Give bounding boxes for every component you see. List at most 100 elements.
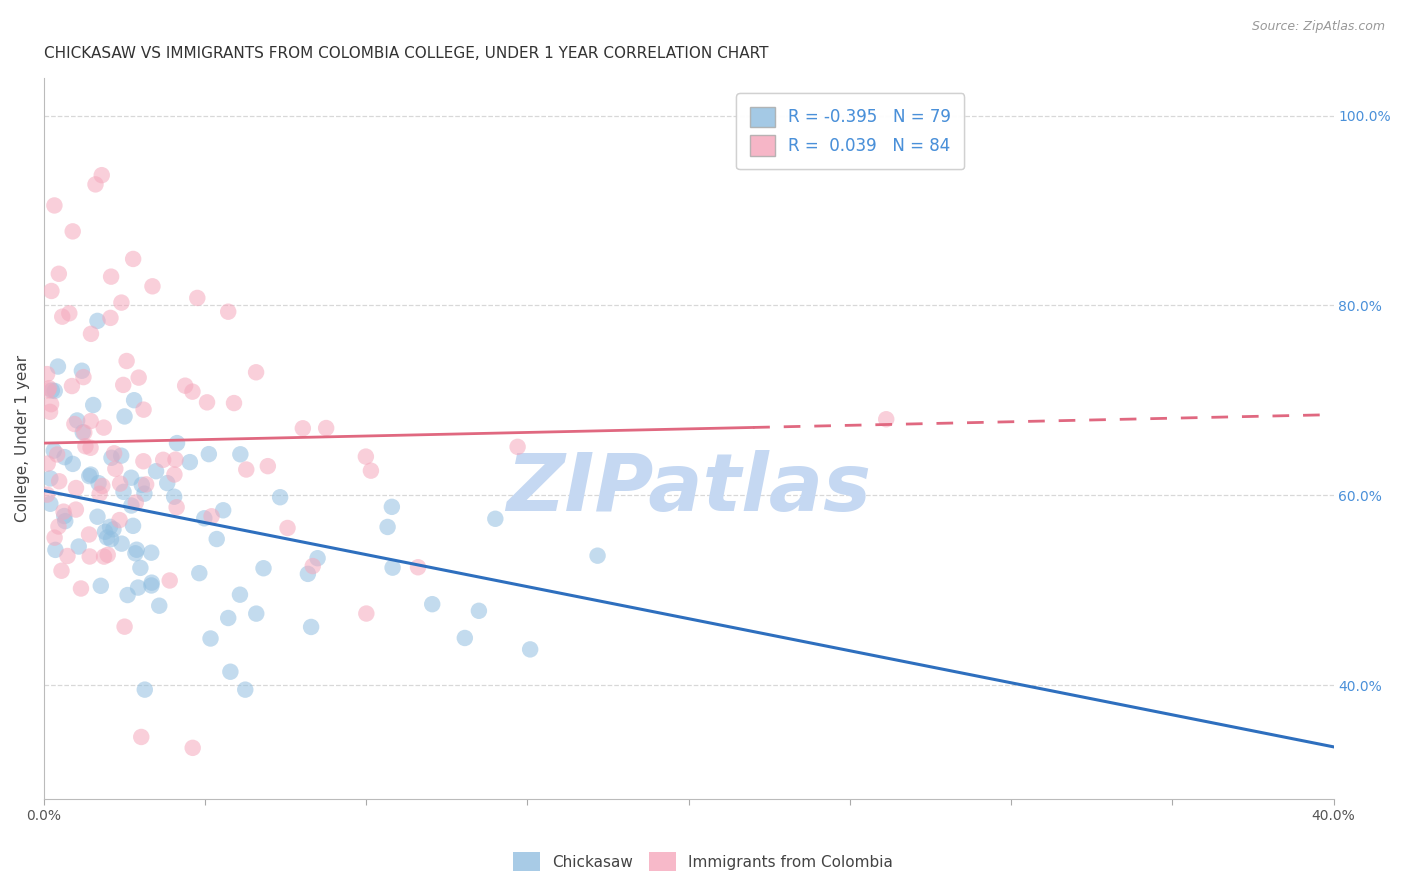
Point [420, 597, 443, 611]
Point [307, 551, 329, 566]
Point [122, 393, 145, 408]
Point [377, 520, 399, 534]
Point [39, 497, 62, 511]
Point [37, 367, 59, 381]
Point [100, 450, 122, 465]
Point [93, 420, 115, 434]
Point [127, 581, 149, 595]
Point [519, 642, 541, 657]
Point [46, 359, 69, 374]
Point [110, 295, 132, 310]
Point [79, 549, 101, 564]
Point [86, 314, 108, 328]
Point [301, 559, 323, 574]
Point [129, 730, 152, 744]
Point [166, 436, 188, 450]
Point [77, 527, 100, 541]
Point [233, 682, 256, 697]
Point [277, 521, 299, 535]
Point [100, 532, 122, 546]
Point [125, 495, 148, 509]
Point [66, 413, 89, 427]
Point [75, 439, 97, 453]
Legend: Chickasaw, Immigrants from Colombia: Chickasaw, Immigrants from Colombia [506, 847, 900, 877]
Point [93, 549, 115, 564]
Point [39, 471, 62, 485]
Point [174, 378, 197, 392]
Point [129, 561, 152, 575]
Point [124, 546, 146, 560]
Point [103, 446, 125, 460]
Point [163, 467, 186, 482]
Point [60, 379, 83, 393]
Point [205, 532, 228, 546]
Point [103, 522, 125, 536]
Point [354, 450, 377, 464]
Point [84, 178, 107, 192]
Point [100, 310, 122, 325]
Point [80, 467, 103, 482]
Point [46, 448, 69, 462]
Point [48, 519, 70, 533]
Point [159, 574, 181, 588]
Point [94, 524, 117, 539]
Point [39, 405, 62, 419]
Point [125, 542, 148, 557]
Point [56, 549, 79, 563]
Point [62, 457, 84, 471]
Point [72, 370, 94, 384]
Point [65, 481, 87, 495]
Point [70, 364, 93, 378]
Point [48, 267, 70, 281]
Point [89, 487, 111, 501]
Point [141, 546, 163, 560]
Point [91, 479, 114, 493]
Point [132, 402, 155, 417]
Point [38, 381, 60, 395]
Point [132, 454, 155, 468]
Point [256, 459, 278, 474]
Point [181, 740, 204, 755]
Point [39, 397, 62, 411]
Point [115, 354, 138, 368]
Point [235, 462, 257, 476]
Point [117, 588, 139, 602]
Point [484, 512, 506, 526]
Point [111, 536, 134, 550]
Text: CHICKASAW VS IMMIGRANTS FROM COLOMBIA COLLEGE, UNDER 1 YEAR CORRELATION CHART: CHICKASAW VS IMMIGRANTS FROM COLOMBIA CO… [44, 46, 769, 62]
Point [356, 607, 378, 621]
Point [73, 425, 96, 440]
Point [128, 370, 150, 384]
Point [86, 509, 108, 524]
Point [63, 417, 86, 431]
Legend: R = -0.395   N = 79, R =  0.039   N = 84: R = -0.395 N = 79, R = 0.039 N = 84 [737, 93, 965, 169]
Point [134, 682, 156, 697]
Point [44, 384, 66, 398]
Point [51, 564, 73, 578]
Point [122, 519, 145, 533]
Point [131, 478, 153, 492]
Y-axis label: College, Under 1 year: College, Under 1 year [15, 355, 30, 522]
Point [41, 384, 63, 398]
Point [70, 582, 93, 596]
Point [67, 540, 90, 554]
Point [100, 269, 122, 284]
Point [156, 476, 179, 491]
Point [120, 499, 142, 513]
Point [381, 560, 404, 574]
Point [222, 396, 245, 410]
Point [53, 514, 76, 528]
Point [87, 476, 110, 491]
Point [72, 425, 94, 440]
Point [96, 531, 118, 545]
Point [468, 604, 491, 618]
Point [82, 398, 104, 412]
Point [42, 443, 65, 458]
Point [79, 441, 101, 455]
Point [53, 450, 76, 464]
Point [90, 579, 112, 593]
Point [406, 560, 429, 574]
Point [51, 310, 73, 324]
Point [62, 224, 84, 238]
Point [252, 561, 274, 575]
